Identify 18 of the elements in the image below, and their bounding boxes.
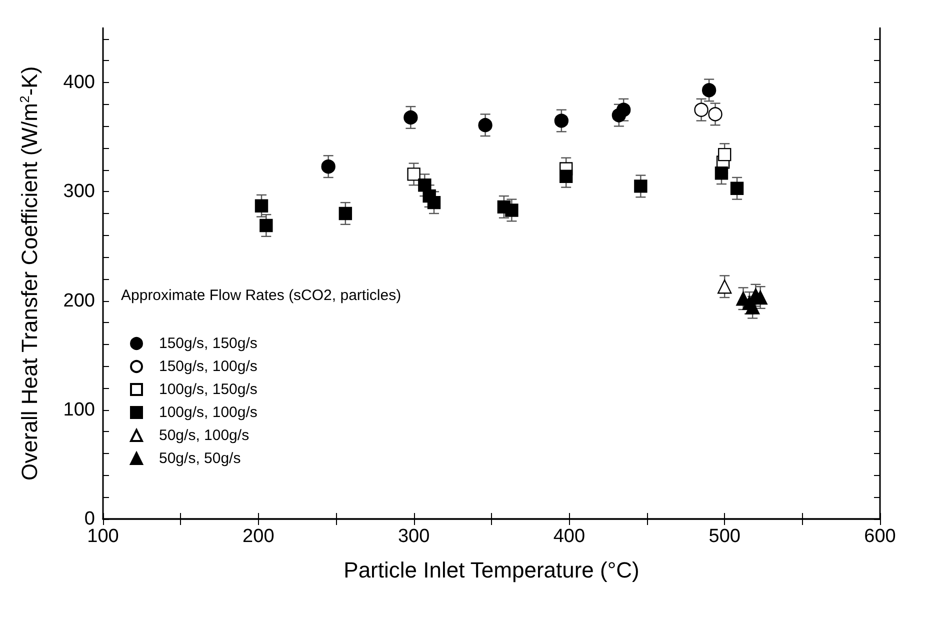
x-tick-label: 400 — [553, 526, 586, 547]
legend-label: 150g/s, 100g/s — [159, 358, 258, 375]
x-axis-title: Particle Inlet Temperature (°C) — [344, 558, 640, 582]
x-tick-label: 300 — [398, 526, 430, 547]
legend-title: Approximate Flow Rates (sCO2, particles) — [121, 287, 402, 304]
legend-label: 50g/s, 50g/s — [159, 450, 241, 467]
legend-label: 100g/s, 150g/s — [159, 381, 258, 398]
legend-label: 50g/s, 100g/s — [159, 427, 250, 444]
x-tick-label: 200 — [242, 526, 274, 547]
y-axis-title: Overall Heat Transfer Coefficient (W/m2-K) — [17, 66, 42, 480]
y-tick-label: 200 — [63, 290, 95, 312]
y-tick-label: 100 — [63, 399, 95, 420]
x-tick-label: 500 — [708, 526, 740, 547]
y-tick-label: 300 — [63, 181, 95, 202]
y-tick-label: 400 — [63, 72, 95, 94]
legend-label: 100g/s, 100g/s — [159, 404, 258, 421]
legend-label: 150g/s, 150g/s — [159, 335, 258, 352]
x-tick-label: 600 — [864, 526, 896, 547]
